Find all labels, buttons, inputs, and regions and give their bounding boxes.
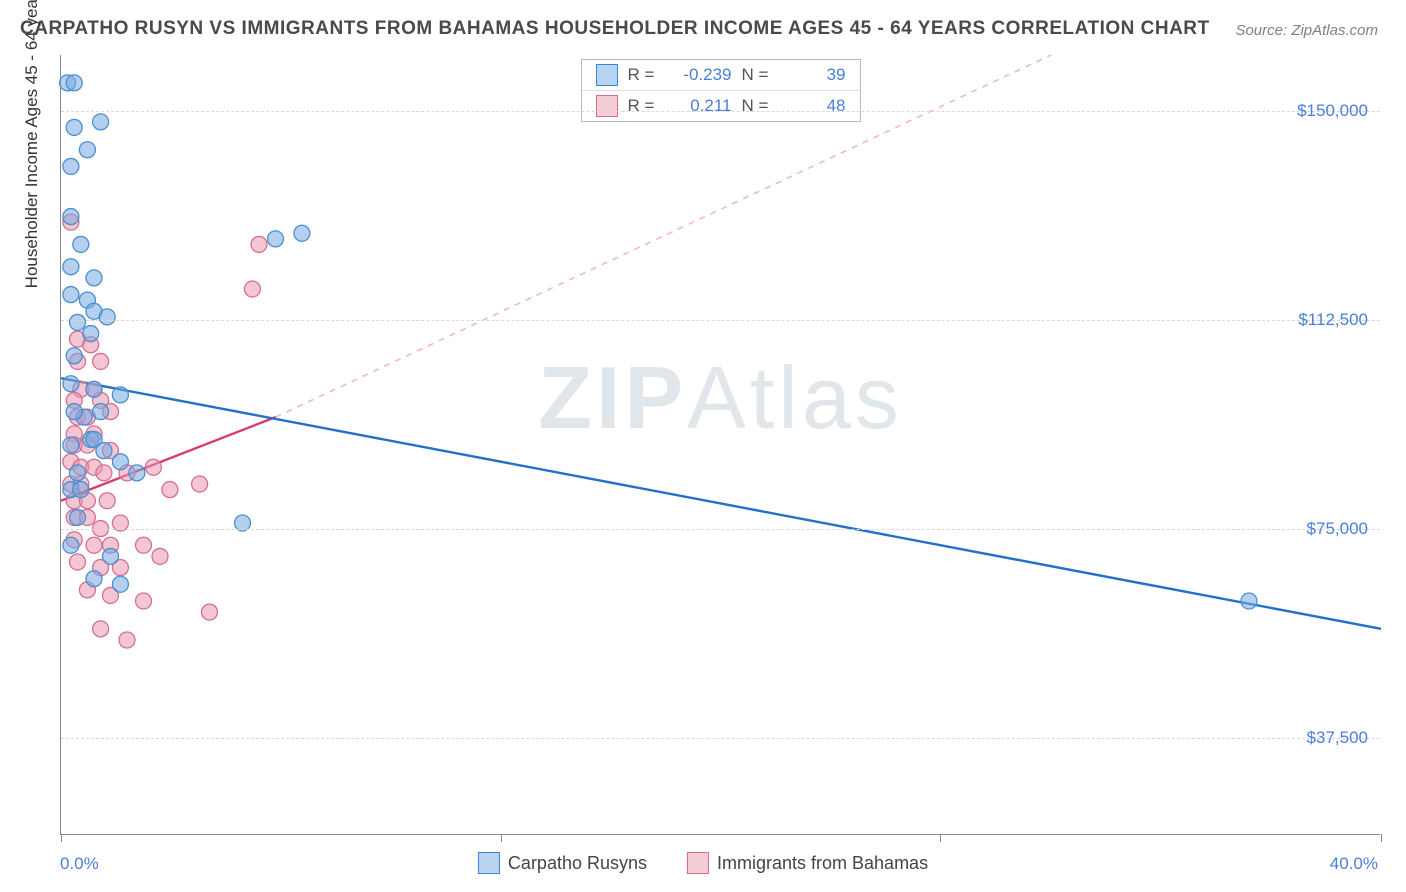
- y-tick-label: $112,500: [1298, 310, 1368, 330]
- legend-swatch-icon: [687, 852, 709, 874]
- legend-item-label: Immigrants from Bahamas: [717, 853, 928, 874]
- y-tick-label: $75,000: [1307, 519, 1368, 539]
- x-axis-min-label: 0.0%: [60, 854, 99, 874]
- plot-area: ZIPAtlas R = -0.239 N = 39 R = 0.211 N =…: [60, 55, 1380, 835]
- chart-title: CARPATHO RUSYN VS IMMIGRANTS FROM BAHAMA…: [20, 18, 1210, 40]
- legend-item-label: Carpatho Rusyns: [508, 853, 647, 874]
- plot-svg: [61, 55, 1380, 834]
- y-tick-label: $37,500: [1307, 728, 1368, 748]
- y-tick-label: $150,000: [1297, 101, 1368, 121]
- legend-swatch-icon: [478, 852, 500, 874]
- legend-item: Immigrants from Bahamas: [687, 852, 928, 874]
- source-attribution: Source: ZipAtlas.com: [1235, 22, 1378, 39]
- legend-item: Carpatho Rusyns: [478, 852, 647, 874]
- series-legend: Carpatho Rusyns Immigrants from Bahamas: [478, 852, 928, 874]
- y-axis-title: Householder Income Ages 45 - 64 years: [22, 0, 42, 288]
- x-axis-max-label: 40.0%: [1330, 854, 1378, 874]
- correlation-chart: CARPATHO RUSYN VS IMMIGRANTS FROM BAHAMA…: [0, 0, 1406, 892]
